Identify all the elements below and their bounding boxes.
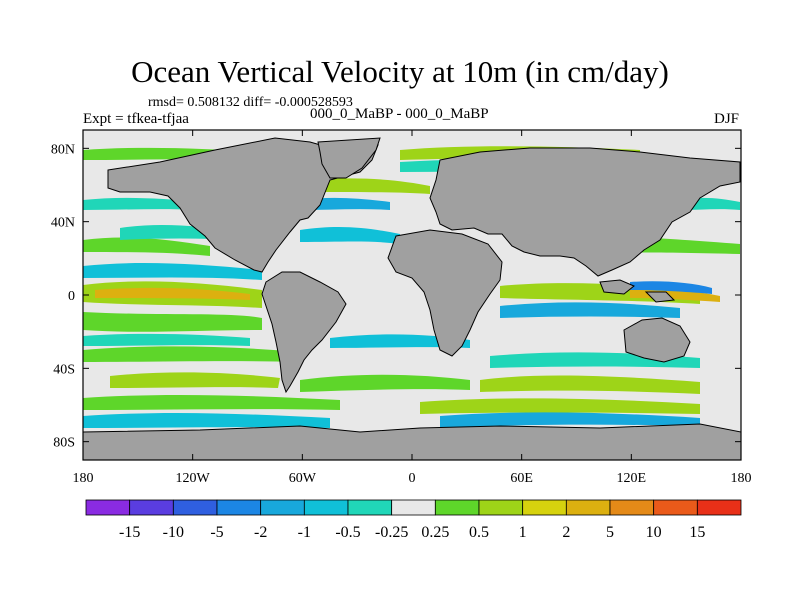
y-tick-label: 40S bbox=[53, 362, 75, 377]
colorbar-swatch bbox=[434, 499, 480, 516]
contour-fill bbox=[83, 312, 262, 332]
contour-fill bbox=[83, 412, 330, 428]
colorbar-swatch bbox=[216, 499, 262, 516]
colorbar-swatch bbox=[565, 499, 611, 516]
x-tick-label: 60E bbox=[510, 471, 533, 486]
x-tick-label: 120W bbox=[176, 471, 211, 486]
colorbar-label: -5 bbox=[210, 524, 223, 541]
x-tick-label: 180 bbox=[731, 471, 752, 486]
land-australia bbox=[623, 317, 691, 363]
chart-title: Ocean Vertical Velocity at 10m (in cm/da… bbox=[131, 54, 669, 89]
x-tick-label: 60W bbox=[289, 471, 317, 486]
colorbar-label: -10 bbox=[163, 524, 184, 541]
colorbar-label: -1 bbox=[298, 524, 311, 541]
colorbar-label: 1 bbox=[519, 524, 527, 541]
colorbar-swatch bbox=[260, 499, 305, 516]
contour-fill bbox=[480, 375, 700, 394]
colorbar-label: 5 bbox=[606, 524, 614, 541]
x-tick-label: 120E bbox=[617, 471, 647, 486]
contour-fill bbox=[500, 302, 680, 318]
contour-fill bbox=[110, 372, 280, 388]
colorbar: -15 -10 -5 -2 -1 -0.5 -0.25 0.25 0.5 1 2 5 10 15 bbox=[85, 499, 742, 541]
colorbar-swatch bbox=[696, 499, 742, 516]
colorbar-swatch bbox=[85, 499, 131, 516]
contour-fill bbox=[300, 227, 400, 244]
colorbar-label: -0.5 bbox=[335, 524, 360, 541]
colorbar-swatch bbox=[478, 499, 524, 516]
season-label: DJF bbox=[714, 111, 740, 127]
colorbar-swatch bbox=[303, 499, 349, 516]
contour-fill bbox=[83, 346, 300, 362]
colorbar-label: 0.5 bbox=[469, 524, 489, 541]
colorbar-swatch bbox=[522, 499, 567, 516]
map-area: 180 120W 60W 0 60E 120E 180 80N 40N 0 40S 80S bbox=[51, 129, 752, 486]
contour-fill bbox=[83, 394, 340, 410]
contour-fill bbox=[630, 281, 712, 294]
contour-fill bbox=[83, 263, 262, 280]
colorbar-label: 2 bbox=[562, 524, 570, 541]
colorbar-swatch bbox=[347, 499, 393, 516]
land-south-america bbox=[261, 271, 347, 394]
colorbar-label: -15 bbox=[119, 524, 140, 541]
colorbar-swatch bbox=[129, 499, 174, 516]
colorbar-label: 10 bbox=[646, 524, 662, 541]
colorbar-swatch bbox=[391, 499, 436, 516]
x-tick-label: 180 bbox=[73, 471, 94, 486]
colorbar-swatch bbox=[609, 499, 655, 516]
contour-fill bbox=[83, 237, 210, 256]
experiment-periods: 000_0_MaBP - 000_0_MaBP bbox=[310, 106, 489, 122]
y-axis-ticks: 80N 40N 0 40S 80S bbox=[51, 142, 741, 451]
contour-fill bbox=[310, 178, 430, 194]
y-tick-label: 40N bbox=[51, 216, 75, 231]
contour-fill bbox=[83, 197, 200, 210]
contour-fill bbox=[300, 197, 390, 210]
land-islands bbox=[599, 279, 676, 303]
experiment-label: Expt = tfkea-tfjaa bbox=[83, 111, 189, 127]
land-masses bbox=[82, 137, 742, 461]
land-africa bbox=[387, 229, 503, 357]
colorbar-label: 0.25 bbox=[421, 524, 449, 541]
contour-fill bbox=[330, 334, 470, 348]
colorbar-label: 15 bbox=[689, 524, 705, 541]
x-axis-ticks: 180 120W 60W 0 60E 120E 180 bbox=[73, 130, 752, 486]
contour-fill bbox=[440, 412, 700, 428]
contour-fill bbox=[83, 333, 250, 346]
colorbar-label: -2 bbox=[254, 524, 267, 541]
colorbar-swatch bbox=[172, 499, 218, 516]
y-tick-label: 0 bbox=[68, 289, 75, 304]
land-greenland bbox=[317, 137, 381, 179]
contour-fill bbox=[420, 398, 700, 414]
contour-fill bbox=[300, 374, 470, 392]
land-eurasia bbox=[429, 147, 741, 277]
y-tick-label: 80N bbox=[51, 142, 75, 157]
contour-fill bbox=[95, 287, 250, 300]
x-tick-label: 0 bbox=[409, 471, 416, 486]
y-tick-label: 80S bbox=[53, 436, 75, 451]
colorbar-label: -0.25 bbox=[375, 524, 408, 541]
rmsd-diff-text: rmsd= 0.508132 diff= -0.000528593 bbox=[148, 95, 353, 110]
colorbar-swatch bbox=[653, 499, 698, 516]
